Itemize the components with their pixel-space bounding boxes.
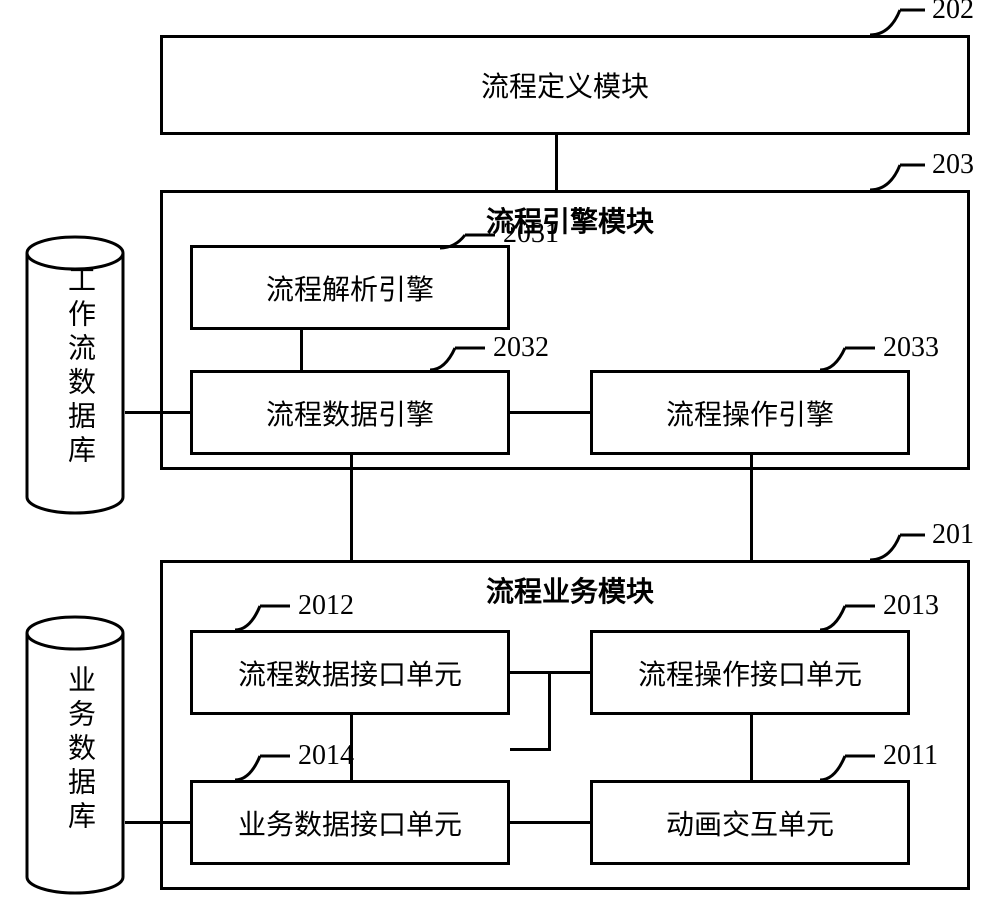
module-201-title: 流程业务模块: [440, 570, 700, 610]
unit-2033-label: 流程操作引擎: [666, 393, 834, 433]
ref-2032: 2032: [493, 332, 549, 364]
module-box-202: 流程定义模块: [160, 35, 970, 135]
unit-box-2011: 动画交互单元: [590, 780, 910, 865]
unit-2032-label: 流程数据引擎: [266, 393, 434, 433]
ref-2031: 2031: [503, 218, 559, 250]
conn-202-203: [555, 135, 558, 190]
unit-2011-label: 动画交互单元: [666, 803, 834, 843]
unit-2012-label: 流程数据接口单元: [238, 653, 462, 693]
conn-db1-2032: [125, 411, 190, 414]
unit-box-2033: 流程操作引擎: [590, 370, 910, 455]
ref-2013: 2013: [883, 590, 939, 622]
unit-2014-label: 业务数据接口单元: [238, 803, 462, 843]
ref-203: 203: [932, 149, 974, 181]
ref-2014: 2014: [298, 740, 354, 772]
ref-2012: 2012: [298, 590, 354, 622]
module-202-label: 流程定义模块: [481, 65, 649, 105]
conn-2032-2033: [510, 411, 590, 414]
ref-2033: 2033: [883, 332, 939, 364]
unit-box-2013: 流程操作接口单元: [590, 630, 910, 715]
ref-201: 201: [932, 519, 974, 551]
unit-box-2032: 流程数据引擎: [190, 370, 510, 455]
conn-2014-2011: [510, 821, 590, 824]
conn-2031-2032: [300, 330, 303, 370]
conn-2012-2014: [350, 715, 353, 780]
conn-2013-2011: [750, 715, 753, 780]
cylinder-db2-label: 业务数据库: [59, 665, 99, 835]
unit-box-2014: 业务数据接口单元: [190, 780, 510, 865]
ref-2011: 2011: [883, 740, 938, 772]
conn-db2-2014: [125, 821, 190, 824]
unit-2031-label: 流程解析引擎: [266, 268, 434, 308]
conn-2012-middle-v: [548, 671, 551, 750]
unit-box-2012: 流程数据接口单元: [190, 630, 510, 715]
cylinder-db1-label: 工作流数据库: [59, 265, 99, 469]
conn-2014-middle-h: [510, 748, 551, 751]
ref-202: 202: [932, 0, 974, 26]
unit-2013-label: 流程操作接口单元: [638, 653, 862, 693]
